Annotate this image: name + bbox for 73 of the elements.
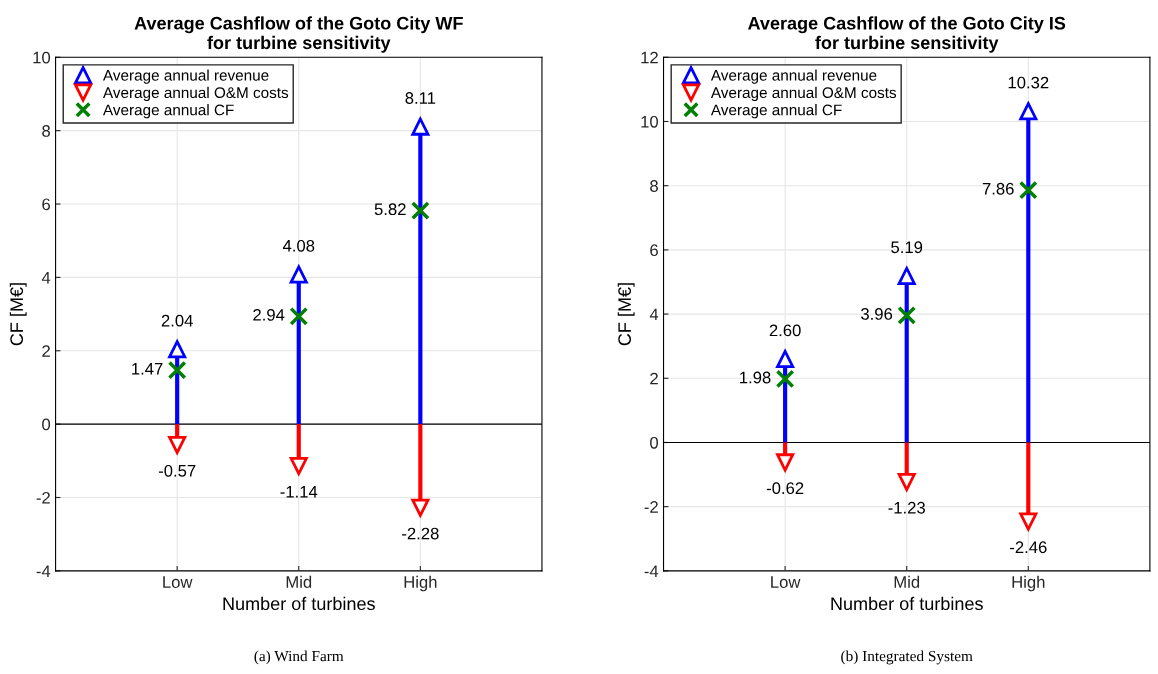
point (289, 265, 308, 284)
y-tick-label: 10 (641, 115, 659, 128)
y-axis-title: CF [M€] (617, 283, 635, 346)
x-tick-label: Low (771, 576, 801, 588)
x-tick-label: Mid (286, 575, 312, 588)
point (897, 305, 917, 325)
y-tick-label: 6 (650, 244, 658, 257)
x-tick-label: Mid (894, 575, 920, 588)
y-tick-label: -2 (36, 491, 50, 504)
data-label: 3.96 (861, 308, 893, 320)
data-label: -0.57 (158, 464, 196, 477)
legend-label: Average annual revenue (710, 69, 877, 84)
point (289, 306, 309, 326)
data-label: -2.28 (402, 527, 439, 540)
point (775, 369, 795, 389)
data-label: 2.60 (769, 324, 801, 337)
y-tick-label: 6 (42, 198, 50, 211)
data-label: 1.98 (740, 371, 771, 384)
data-label: 8.11 (405, 92, 436, 104)
point (289, 456, 308, 475)
x-axis-title: Number of turbines (831, 596, 983, 611)
data-label: 2.94 (253, 308, 285, 321)
chart-title: Average Cashflow of the Goto City WF for turbine sensitivity (134, 16, 463, 53)
legend-label: Average annual O&M costs (710, 86, 897, 102)
y-tick-label: 2 (42, 345, 50, 357)
data-label: 10.32 (1008, 76, 1049, 89)
data-label: 2.04 (161, 314, 193, 327)
x-axis-title: Number of turbines (223, 596, 375, 611)
text: (b) Integrated System (841, 650, 973, 665)
point (1018, 512, 1039, 533)
y-tick-label: 8 (42, 125, 50, 137)
legend-label: Average annual CF (102, 104, 234, 119)
data-label: 4.08 (282, 239, 315, 252)
y-axis-title: CF [M€] (9, 283, 27, 346)
point (775, 453, 795, 474)
y-tick-label: 0 (650, 436, 659, 449)
point (776, 349, 795, 369)
data-label: 7.86 (982, 182, 1014, 195)
y-tick-label: 8 (650, 180, 658, 192)
x-tick-label: High (1012, 575, 1045, 592)
y-tick-label: 12 (641, 51, 658, 64)
legend-label: Average annual O&M costs (102, 86, 289, 102)
data-label: -1.23 (888, 501, 925, 514)
chart-title: Average Cashflow of the Goto City IS for turbine sensitivity (748, 16, 1066, 53)
point (167, 360, 187, 380)
point (897, 266, 916, 285)
text: (a) Wind Farm (254, 650, 344, 665)
legend-label: Average annual CF (710, 104, 842, 119)
point (1018, 180, 1038, 200)
y-tick-label: 10 (33, 51, 51, 64)
x-tick-label: High (404, 575, 437, 592)
data-label: 5.82 (374, 203, 406, 216)
y-tick-label: 4 (41, 271, 51, 284)
point (410, 201, 430, 221)
data-label: -1.14 (280, 486, 318, 498)
y-tick-label: 0 (42, 418, 51, 431)
point (897, 472, 916, 491)
data-label: 1.47 (132, 363, 163, 375)
data-label: 5.19 (891, 241, 923, 254)
x-tick-label: Low (163, 576, 193, 588)
data-label: -0.62 (766, 482, 804, 495)
point (411, 498, 430, 517)
y-tick-label: -4 (36, 565, 51, 577)
point (168, 436, 187, 455)
point (168, 340, 187, 359)
y-tick-label: 2 (650, 372, 658, 385)
y-tick-label: 4 (649, 308, 659, 321)
y-tick-label: -2 (644, 501, 658, 513)
legend-label: Average annual revenue (102, 69, 269, 84)
point (1019, 102, 1038, 121)
y-tick-label: -4 (644, 565, 659, 577)
point (411, 117, 430, 136)
data-label: -2.46 (1010, 541, 1047, 554)
